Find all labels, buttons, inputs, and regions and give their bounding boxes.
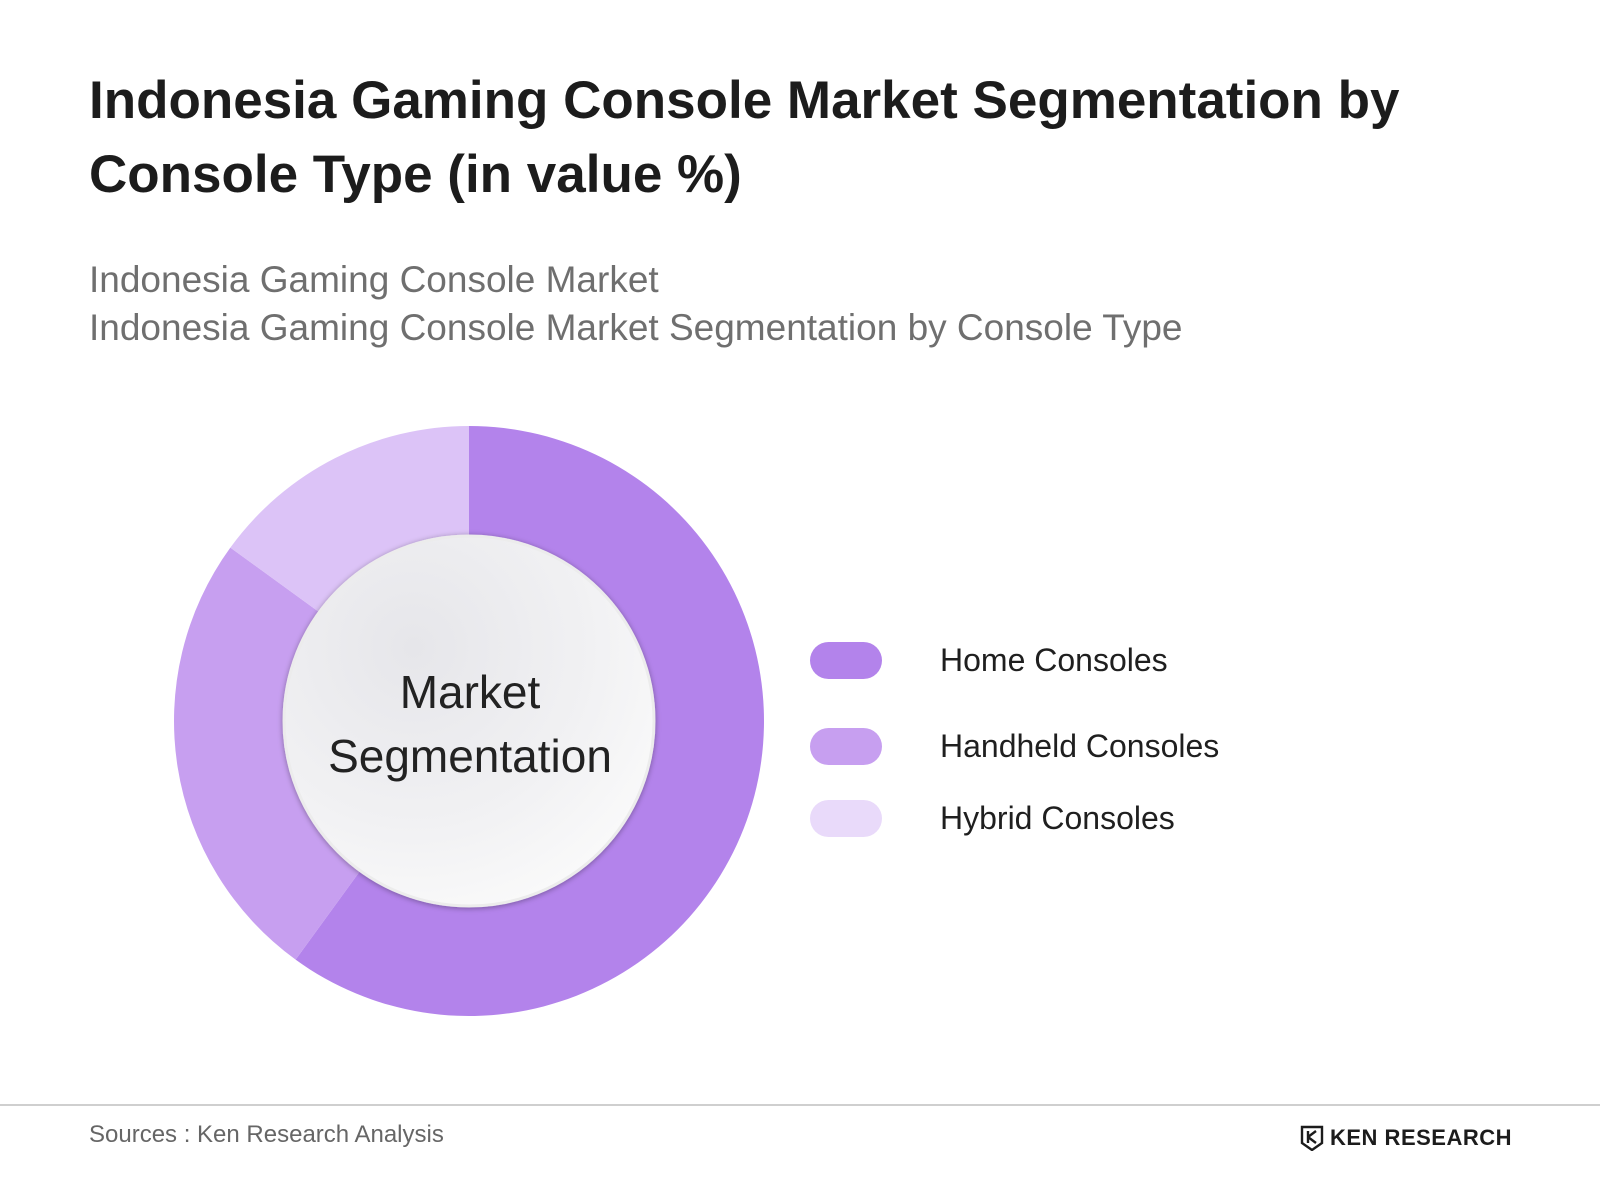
center-label-line1: Market [399,666,541,718]
legend-swatch-hybrid-consoles [810,800,882,837]
brand-name: KEN RESEARCH [1330,1125,1513,1150]
center-label-line2: Segmentation [328,730,612,782]
chart-title: Indonesia Gaming Console Market Segmenta… [89,71,1400,204]
legend-label-handheld-consoles: Handheld Consoles [940,728,1220,764]
chart-subtitle-segmentation: Indonesia Gaming Console Market Segmenta… [89,307,1183,348]
donut-center-label: Market Segmentation [300,660,640,788]
ken-research-logo-icon [1300,1125,1324,1151]
brand-logo: KEN RESEARCH [1300,1123,1520,1153]
legend-label-hybrid-consoles: Hybrid Consoles [940,800,1175,836]
legend-item-home-consoles: Home Consoles [810,640,1410,680]
legend-item-hybrid-consoles: Hybrid Consoles [810,798,1410,838]
chart-subtitle-market: Indonesia Gaming Console Market [89,259,659,300]
footer-divider [0,1104,1600,1106]
donut-center-disc [282,534,656,908]
source-note: Sources : Ken Research Analysis [89,1121,444,1148]
legend-swatch-home-consoles [810,642,882,679]
legend-label-home-consoles: Home Consoles [940,642,1168,678]
legend-swatch-handheld-consoles [810,728,882,765]
legend-item-handheld-consoles: Handheld Consoles [810,726,1410,766]
